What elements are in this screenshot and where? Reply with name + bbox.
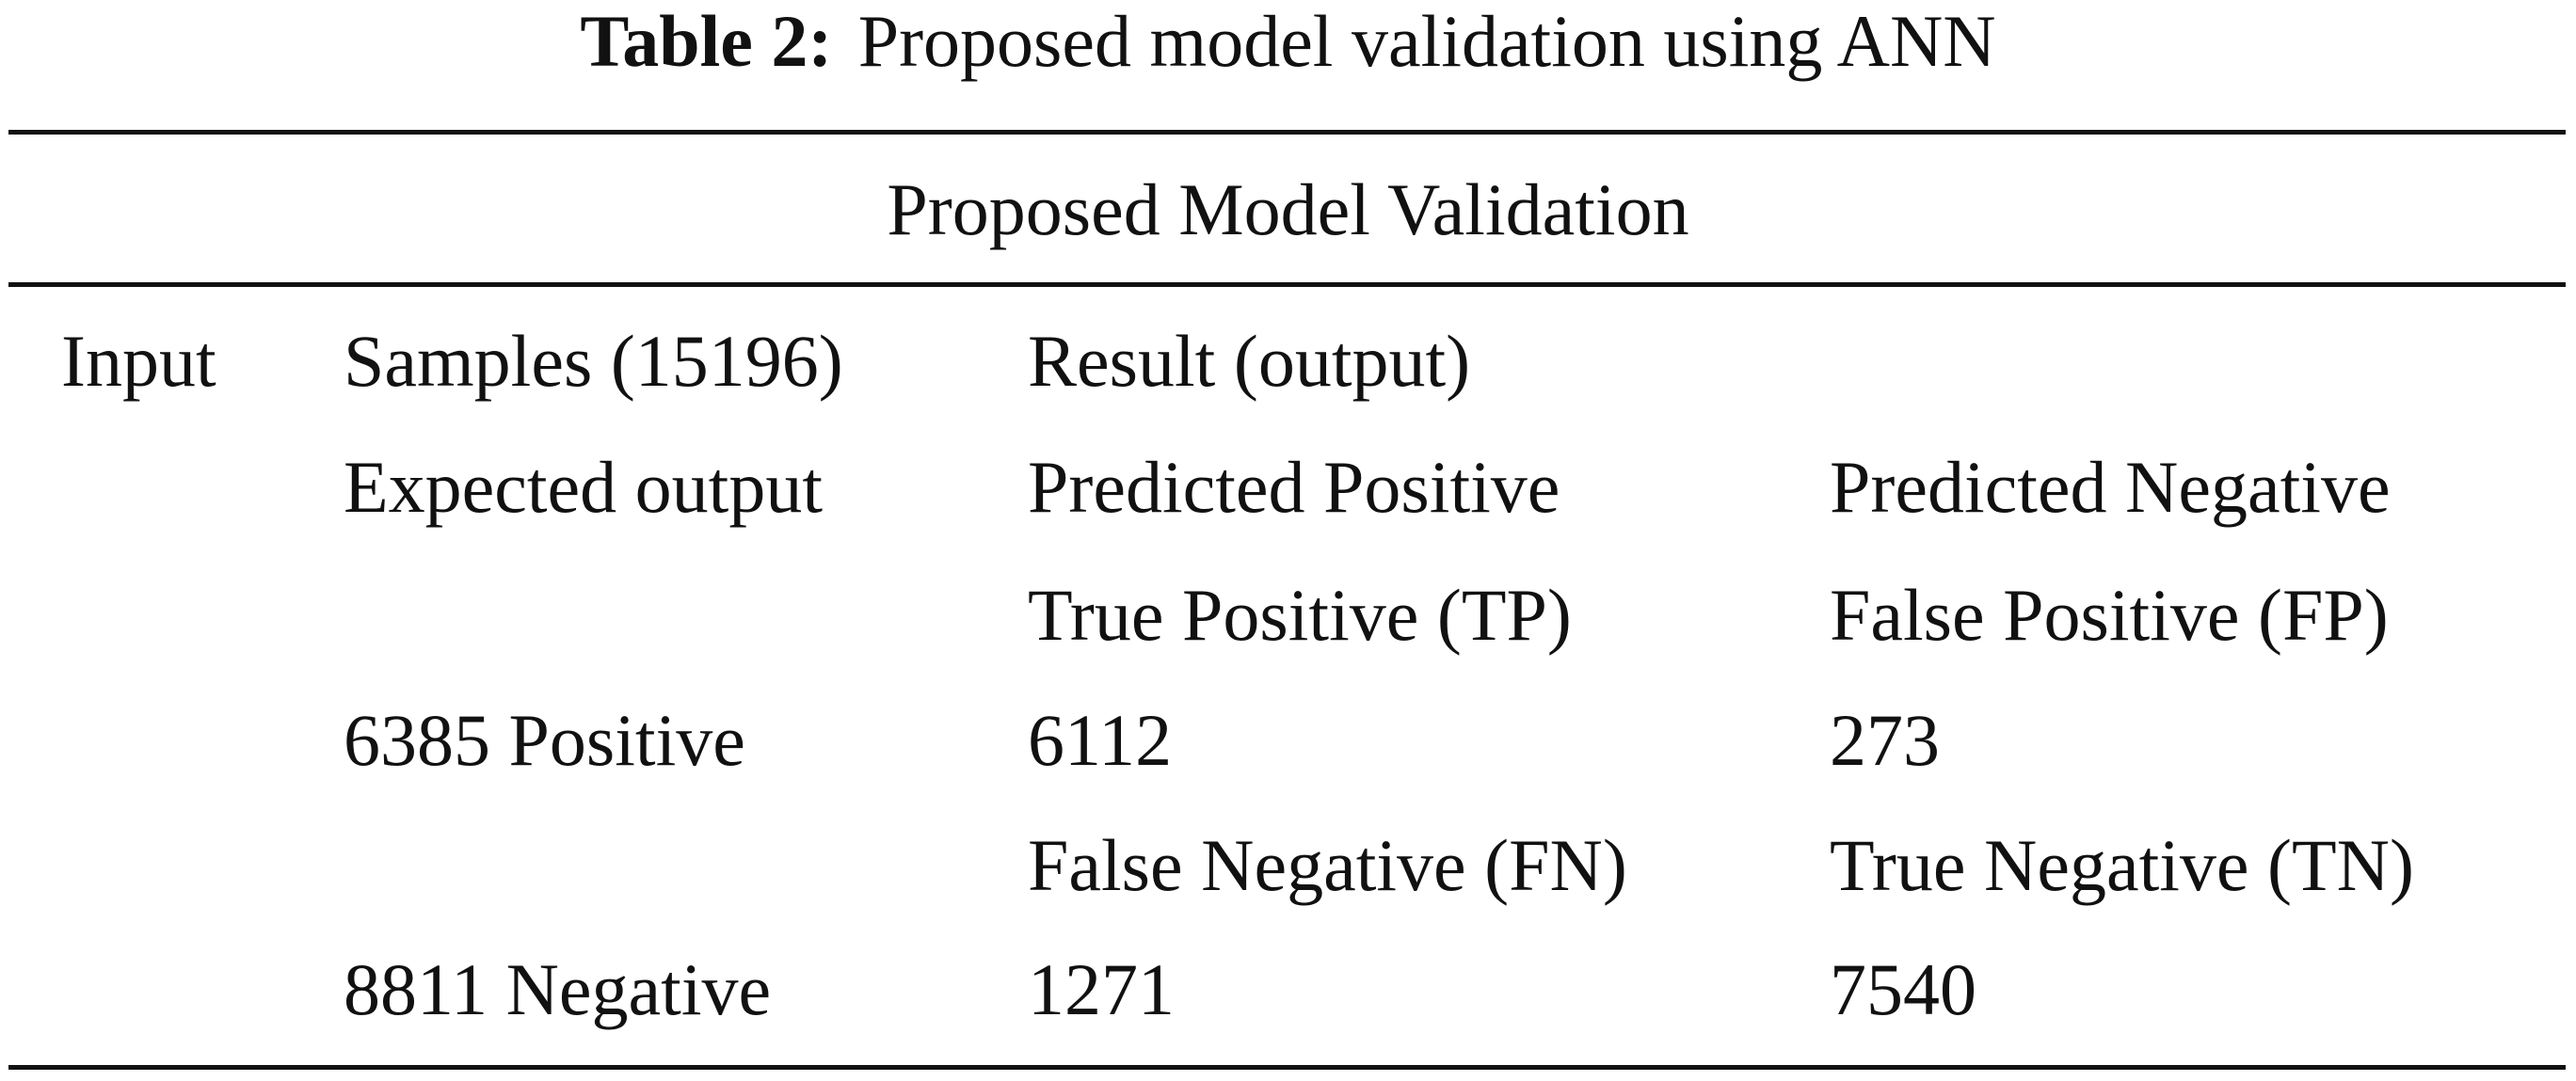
- table-cell: 273: [1830, 699, 1940, 781]
- bottom-rule: [8, 1065, 2566, 1070]
- table-cell: 8811 Negative: [344, 948, 772, 1030]
- table-cell: 1271: [1028, 948, 1175, 1030]
- caption-label: Table 2:: [580, 0, 833, 82]
- table-cell: 7540: [1830, 948, 1976, 1030]
- table-cell: Expected output: [344, 446, 824, 528]
- table-caption: Table 2: Proposed model validation using …: [0, 5, 2576, 78]
- top-rule: [8, 130, 2566, 135]
- table-cell: True Positive (TP): [1028, 574, 1572, 656]
- table-cell: 6385 Positive: [344, 699, 745, 781]
- table-cell: Predicted Positive: [1028, 446, 1560, 528]
- table-header: Proposed Model Validation: [887, 168, 1689, 250]
- table-cell: Predicted Negative: [1830, 446, 2391, 528]
- table-cell: False Positive (FP): [1830, 574, 2389, 656]
- table-cell: 6112: [1028, 699, 1173, 781]
- table-cell: Input: [61, 320, 216, 402]
- table-cell: False Negative (FN): [1028, 824, 1627, 906]
- table-cell: Samples (15196): [344, 320, 843, 402]
- header-rule: [8, 282, 2566, 287]
- table-cell: True Negative (TN): [1830, 824, 2414, 906]
- table-cell: Result (output): [1028, 320, 1471, 402]
- caption-text: Proposed model validation using ANN: [857, 0, 1996, 82]
